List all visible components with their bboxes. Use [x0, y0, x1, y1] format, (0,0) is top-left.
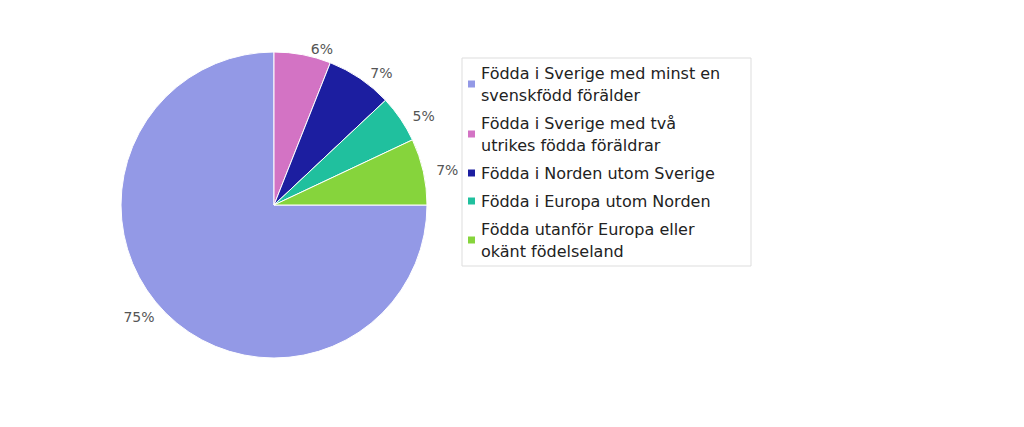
svg-text:okänt födelseland: okänt födelseland: [481, 242, 624, 261]
svg-text:Födda i Norden utom Sverige: Födda i Norden utom Sverige: [481, 164, 715, 183]
svg-text:svenskfödd förälder: svenskfödd förälder: [481, 86, 640, 105]
svg-text:utrikes födda föräldrar: utrikes födda föräldrar: [481, 136, 661, 155]
svg-text:Födda i Europa utom Norden: Födda i Europa utom Norden: [481, 192, 711, 211]
svg-text:Födda i Sverige med minst en: Födda i Sverige med minst en: [481, 64, 725, 83]
svg-text:7%: 7%: [436, 162, 458, 178]
svg-text:Födda utanför Europa eller: Födda utanför Europa eller: [481, 220, 700, 239]
svg-text:7%: 7%: [370, 65, 392, 81]
svg-text:75%: 75%: [123, 309, 154, 325]
svg-text:6%: 6%: [311, 41, 333, 57]
svg-text:Födda i Sverige med två: Födda i Sverige med två: [481, 114, 681, 133]
svg-text:5%: 5%: [413, 108, 435, 124]
